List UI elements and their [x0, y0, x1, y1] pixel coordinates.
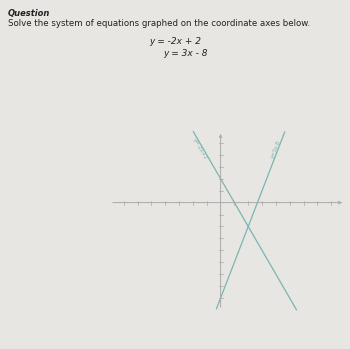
- Text: y = -2x + 2: y = -2x + 2: [149, 37, 201, 46]
- Text: Question: Question: [8, 9, 50, 18]
- Text: y = 3x - 8: y = 3x - 8: [163, 49, 207, 58]
- Text: Solve the system of equations graphed on the coordinate axes below.: Solve the system of equations graphed on…: [8, 19, 310, 28]
- Text: y=3x-8: y=3x-8: [270, 139, 282, 159]
- Text: y=-2x+2: y=-2x+2: [192, 138, 208, 161]
